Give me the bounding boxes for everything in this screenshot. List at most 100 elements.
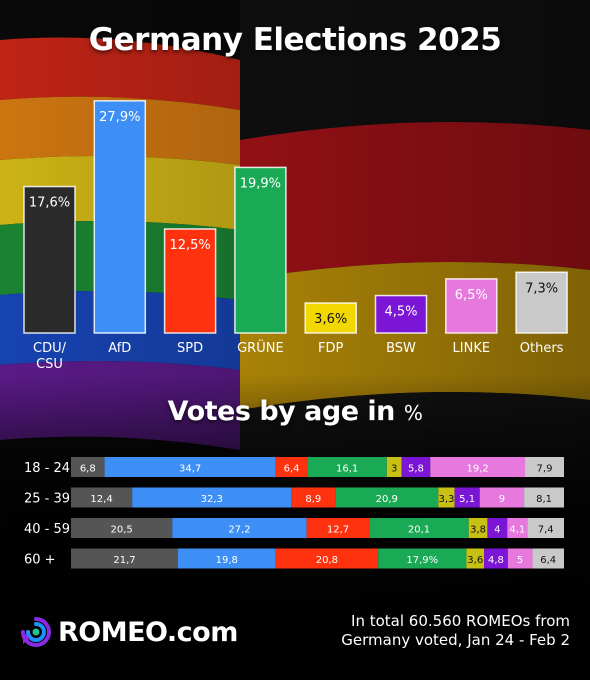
- segment-label-1-4: 3,3: [438, 494, 454, 505]
- segment-1-2: [291, 487, 336, 508]
- votes-by-age-chart: 18 - 24 6,8 34,7 6,4 16,1 3 5,8 19,2 7,9 25 - 39 1…: [24, 457, 564, 569]
- segment-2-1: [172, 518, 307, 538]
- segment-3-0: [71, 548, 178, 569]
- bar-5: [374, 294, 428, 334]
- segment-1-0: [71, 487, 133, 508]
- segment-2-5: [487, 518, 508, 538]
- segment-label-1-7: 8,1: [536, 494, 552, 505]
- category-label-0-1: CSU: [36, 357, 63, 372]
- bar-value-label-6: 6,5%: [455, 288, 488, 303]
- segment-label-1-0: 12,4: [90, 494, 112, 505]
- segment-label-0-4: 3: [391, 464, 397, 475]
- category-label-3: GRÜNE: [237, 339, 284, 356]
- age-chart-title: Votes by age in %: [0, 396, 590, 427]
- bar-value-label-7: 7,3%: [525, 281, 558, 296]
- segment-2-3: [369, 518, 469, 538]
- category-label-6: LINKE: [453, 341, 491, 356]
- segment-0-7: [525, 457, 564, 477]
- segment-label-3-2: 20,8: [316, 555, 338, 566]
- segment-label-2-7: 7,4: [538, 525, 554, 536]
- segment-3-5: [484, 548, 508, 569]
- segment-label-0-3: 16,1: [336, 464, 358, 475]
- segment-label-2-5: 4: [494, 525, 500, 536]
- page-title: Germany Elections 2025: [88, 22, 502, 58]
- segment-label-1-1: 32,3: [201, 494, 223, 505]
- segment-1-4: [438, 487, 455, 508]
- segment-3-3: [378, 548, 467, 569]
- segment-0-2: [275, 457, 308, 477]
- segment-2-6: [507, 518, 528, 538]
- segment-1-5: [454, 487, 480, 508]
- romeo-logo-icon: [21, 617, 51, 647]
- age-group-label-0: 18 - 24: [24, 461, 70, 476]
- category-label-2: SPD: [177, 341, 203, 356]
- age-group-label-3: 60 +: [24, 553, 56, 568]
- segment-0-3: [307, 457, 387, 477]
- bar-4: [304, 302, 357, 334]
- segment-0-6: [430, 457, 526, 477]
- segment-label-0-7: 7,9: [537, 464, 553, 475]
- segment-2-2: [306, 518, 370, 538]
- category-label-5: BSW: [386, 341, 416, 356]
- segment-3-7: [532, 548, 564, 569]
- footnote: In total 60.560 ROMEOs from Germany vote…: [341, 612, 570, 649]
- segment-label-2-3: 20,1: [408, 525, 430, 536]
- segment-label-2-2: 12,7: [327, 525, 349, 536]
- segment-0-4: [386, 457, 402, 477]
- segment-1-1: [132, 487, 292, 508]
- segment-label-1-5: 5,1: [459, 494, 475, 505]
- segment-label-0-0: 6,8: [80, 464, 96, 475]
- bar-value-label-0: 17,6%: [29, 196, 70, 211]
- category-label-0-0: CDU/: [33, 341, 67, 356]
- bar-0: [23, 185, 76, 334]
- bar-6: [445, 278, 498, 334]
- category-label-7: Others: [520, 341, 564, 356]
- segment-label-3-4: 3,6: [467, 555, 483, 566]
- segment-label-1-3: 20,9: [376, 494, 398, 505]
- segment-label-2-6: 4,1: [509, 525, 525, 536]
- segment-0-0: [71, 457, 105, 477]
- segment-1-6: [479, 487, 525, 508]
- category-label-4: FDP: [318, 341, 343, 356]
- age-chart-title-unit: %: [403, 401, 423, 425]
- segment-1-7: [524, 487, 564, 508]
- party-results-chart: 17,6% CDU/CSU 27,9% AfD 12,5% SPD 19,9% GRÜNE 3,…: [23, 100, 568, 372]
- age-chart-title-text: Votes by age in: [167, 396, 396, 427]
- segment-label-2-0: 20,5: [111, 525, 133, 536]
- segment-label-3-6: 5: [517, 555, 523, 566]
- bar-value-label-2: 12,5%: [169, 238, 210, 253]
- segment-label-1-2: 8,9: [305, 494, 321, 505]
- bar-value-label-1: 27,9%: [99, 110, 140, 125]
- segment-label-1-6: 9: [499, 494, 505, 505]
- segment-label-3-7: 6,4: [540, 555, 556, 566]
- segment-label-2-1: 27,2: [228, 525, 250, 536]
- bar-value-label-5: 4,5%: [384, 305, 417, 320]
- bar-3: [234, 166, 287, 334]
- category-label-1: AfD: [108, 341, 131, 356]
- segment-label-3-1: 19,8: [216, 555, 238, 566]
- segment-label-0-2: 6,4: [284, 464, 300, 475]
- bar-7: [515, 271, 568, 334]
- segment-3-4: [466, 548, 485, 569]
- segment-label-3-0: 21,7: [113, 555, 135, 566]
- bar-2: [163, 228, 217, 334]
- segment-0-5: [401, 457, 431, 477]
- age-group-label-1: 25 - 39: [24, 492, 70, 507]
- segment-3-1: [177, 548, 276, 569]
- segment-label-2-4: 3,8: [470, 525, 486, 536]
- segment-2-4: [468, 518, 488, 538]
- bar-1: [93, 100, 147, 334]
- segment-0-1: [104, 457, 276, 477]
- segment-label-0-1: 34,7: [179, 464, 201, 475]
- segment-label-0-5: 5,8: [408, 464, 424, 475]
- romeo-logo-text: ROMEO.com: [58, 616, 238, 648]
- segment-2-0: [71, 518, 173, 538]
- segment-1-3: [335, 487, 439, 508]
- segment-label-3-3: 17,9%: [406, 555, 438, 566]
- bar-value-label-4: 3,6%: [314, 312, 347, 327]
- romeo-logo[interactable]: ROMEO.com: [20, 612, 238, 652]
- segment-label-3-5: 4,8: [488, 555, 504, 566]
- bar-value-label-3: 19,9%: [240, 176, 281, 191]
- segment-label-0-6: 19,2: [467, 464, 489, 475]
